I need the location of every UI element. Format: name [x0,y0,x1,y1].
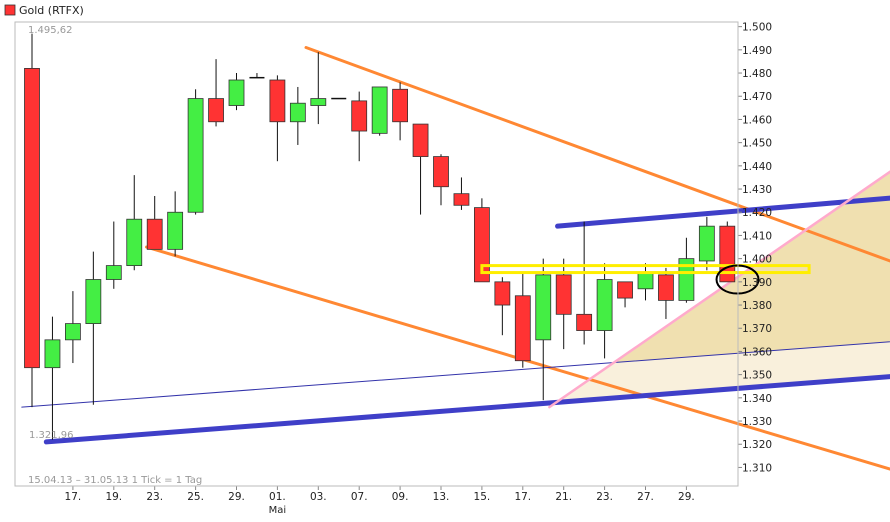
candle-body [228,79,245,106]
candle-body [126,218,143,266]
x-tick-label: 25. [187,491,204,503]
legend-label: Gold (RTFX) [19,4,84,17]
y-tick-label: 1.310 [742,462,772,474]
candle-body [65,323,81,341]
candle-body [187,98,204,213]
candle-body [412,123,429,157]
x-tick-label: 13. [433,491,450,503]
x-tick-label: 29. [678,491,695,503]
x-tick-label: 19. [105,491,122,503]
x-tick-label: 17. [65,491,82,503]
candle-body [678,258,695,301]
x-tick-label: 07. [351,491,368,503]
candle-body [269,79,286,123]
candle-body [289,102,306,123]
y-tick-label: 1.380 [742,300,772,312]
x-tick-label: 27. [637,491,654,503]
x-month-label: Mai [269,505,287,516]
x-tick-label: 23. [146,491,163,503]
x-tick-label: 01. [269,491,286,503]
y-tick-label: 1.410 [742,230,772,242]
x-tick-label: 03. [310,491,327,503]
y-tick-label: 1.470 [742,91,772,103]
y-tick-label: 1.330 [742,416,772,428]
y-axis: 1.500 1.490 1.480 1.470 1.460 1.450 1.440 1.430… [738,22,772,474]
y-tick-label: 1.370 [742,323,772,335]
candle-body [453,193,470,206]
candle-body [576,313,593,331]
candle-body [514,295,531,362]
x-tick-label: 17. [514,491,531,503]
date-range-label: 15.04.13 – 31.05.13 1 Tick = 1 Tag [28,475,202,486]
candle-body [146,218,163,250]
y-tick-label: 1.490 [742,45,772,57]
horizontal-zone [480,264,811,275]
candle-body [44,339,61,369]
candle-body [637,272,654,290]
high-annotation: 1.495,62 [28,25,73,36]
candle-body [535,274,552,341]
candle-body [658,274,674,301]
candle-body [698,225,715,262]
y-tick-label: 1.420 [742,207,772,219]
trend-line-support-bottom [43,374,890,445]
x-tick-label: 15. [474,491,491,503]
y-tick-label: 1.340 [742,393,772,405]
y-tick-label: 1.390 [742,277,772,289]
y-tick-label: 1.320 [742,439,772,451]
candle-body [617,281,633,299]
y-tick-label: 1.350 [742,370,772,382]
trend-line-support-top [555,195,890,229]
candle-body [105,265,122,280]
y-tick-label: 1.430 [742,184,772,196]
candle-body [555,274,572,315]
x-axis: 17. 19. 23. 25. 29. 01. 03. 07. 09. 13. 15. 17. 21. 2… [65,486,695,516]
x-tick-label: 21. [555,491,572,503]
candle-body [208,98,224,123]
candle-body [371,86,388,134]
y-tick-label: 1.500 [742,22,772,34]
x-tick-label: 29. [228,491,245,503]
candle-body [433,156,449,188]
trend-line-thin-trend [21,341,890,408]
candle-body [85,279,102,324]
y-tick-label: 1.480 [742,68,772,80]
legend-swatch [4,4,16,16]
low-annotation: 1.321,96 [29,430,74,441]
y-tick-label: 1.360 [742,346,772,358]
y-tick-label: 1.400 [742,254,772,266]
candle-body [596,279,613,331]
candle-body [392,88,409,123]
candle-body [167,211,184,250]
y-tick-label: 1.450 [742,138,772,150]
candle-body [310,98,327,106]
x-tick-label: 23. [596,491,613,503]
trend-line-resistance-lower [145,245,890,471]
y-tick-label: 1.460 [742,114,772,126]
candle-body [24,68,40,369]
y-tick-label: 1.440 [742,161,772,173]
candle-body [473,207,490,283]
candle-body [494,281,511,306]
x-tick-label: 09. [392,491,409,503]
candle-body [351,100,368,132]
trend-line-resistance-upper [304,46,890,263]
plot-frame [14,21,739,487]
